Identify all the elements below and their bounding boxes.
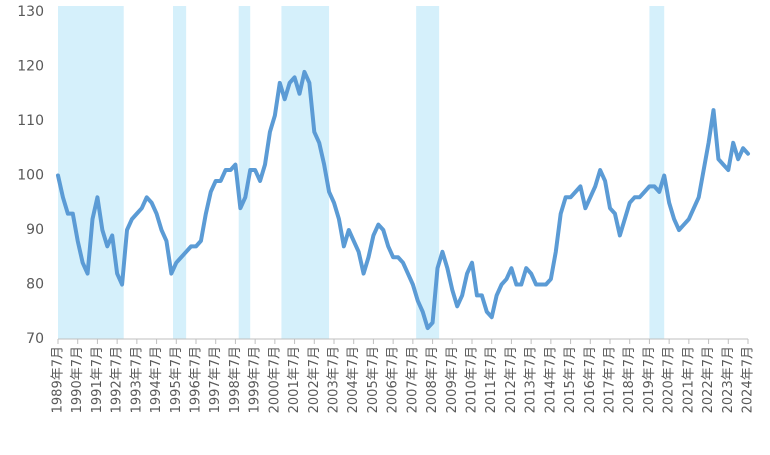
x-tick-label: 1990年7月 bbox=[70, 346, 85, 413]
x-tick-label: 1994年7月 bbox=[149, 346, 164, 413]
x-tick-label: 2012年7月 bbox=[504, 346, 519, 413]
x-tick-label: 1989年7月 bbox=[51, 346, 66, 413]
x-tick-label: 2020年7月 bbox=[662, 346, 677, 413]
shaded-period bbox=[281, 6, 330, 339]
x-tick-label: 2008年7月 bbox=[425, 346, 440, 413]
x-tick-label: 2003年7月 bbox=[327, 346, 342, 413]
y-tick-label: 100 bbox=[17, 168, 44, 184]
x-tick-label: 2002年7月 bbox=[307, 346, 322, 413]
x-tick-label: 2015年7月 bbox=[563, 346, 578, 413]
shaded-period bbox=[173, 6, 187, 339]
x-tick-label: 2004年7月 bbox=[346, 346, 361, 413]
shaded-period bbox=[416, 6, 440, 339]
x-tick-label: 1997年7月 bbox=[208, 346, 223, 413]
y-tick-label: 110 bbox=[17, 113, 44, 129]
x-tick-label: 1992年7月 bbox=[110, 346, 125, 413]
x-tick-label: 2024年7月 bbox=[741, 346, 756, 413]
x-tick-label: 2006年7月 bbox=[386, 346, 401, 413]
shaded-period bbox=[58, 6, 124, 339]
x-tick-label: 2009年7月 bbox=[445, 346, 460, 413]
x-tick-label: 2001年7月 bbox=[287, 346, 302, 413]
x-tick-label: 1993年7月 bbox=[129, 346, 144, 413]
y-tick-label: 70 bbox=[26, 331, 44, 347]
x-tick-label: 1991年7月 bbox=[90, 346, 105, 413]
x-tick-label: 2023年7月 bbox=[721, 346, 736, 413]
x-tick-label: 2011年7月 bbox=[484, 346, 499, 413]
shaded-period bbox=[649, 6, 665, 339]
x-tick-label: 2017年7月 bbox=[603, 346, 618, 413]
x-tick-label: 2014年7月 bbox=[543, 346, 558, 413]
x-tick-label: 2013年7月 bbox=[524, 346, 539, 413]
shaded-period bbox=[238, 6, 251, 339]
x-tick-label: 2019年7月 bbox=[642, 346, 657, 413]
x-tick-label: 2022年7月 bbox=[701, 346, 716, 413]
y-tick-label: 130 bbox=[17, 4, 44, 20]
data-line bbox=[56, 69, 750, 331]
x-tick-label: 2000年7月 bbox=[267, 346, 282, 413]
x-tick-label: 1995年7月 bbox=[169, 346, 184, 413]
x-tick-label: 2005年7月 bbox=[366, 346, 381, 413]
x-tick-label: 2021年7月 bbox=[681, 346, 696, 413]
x-tick-label: 2010年7月 bbox=[465, 346, 480, 413]
x-tick-label: 2018年7月 bbox=[622, 346, 637, 413]
y-tick-label: 90 bbox=[26, 222, 44, 238]
x-tick-label: 1996年7月 bbox=[189, 346, 204, 413]
x-tick-label: 1999年7月 bbox=[248, 346, 263, 413]
y-tick-label: 120 bbox=[17, 59, 44, 75]
shaded-bands bbox=[58, 6, 665, 339]
x-tick-label: 2016年7月 bbox=[583, 346, 598, 413]
x-tick-label: 1998年7月 bbox=[228, 346, 243, 413]
x-tick-label: 2007年7月 bbox=[405, 346, 420, 413]
y-tick-label: 80 bbox=[26, 277, 44, 293]
